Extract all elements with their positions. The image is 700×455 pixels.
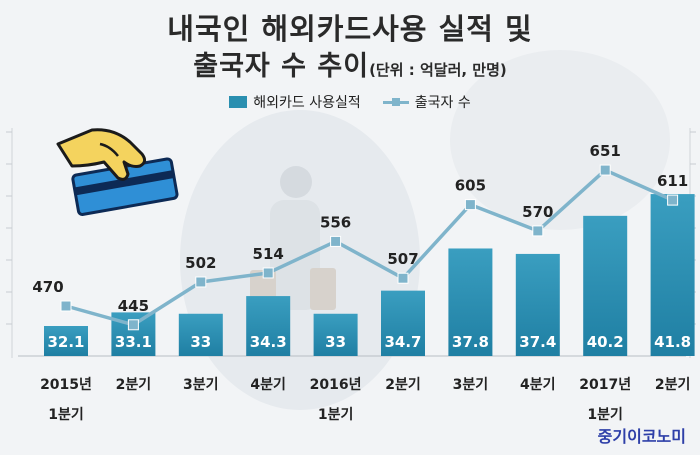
bar-4 [246, 296, 291, 356]
unit-note: (단위 : 억달러, 만명) [369, 61, 507, 79]
bar-5 [313, 313, 358, 356]
line-value-label-9: 651 [590, 142, 621, 160]
bar-value-label-3: 33 [190, 333, 211, 351]
bar-3 [178, 313, 223, 356]
legend-bar-swatch [229, 96, 248, 108]
line-value-label-7: 605 [455, 177, 486, 195]
chart-title-line1: 내국인 해외카드사용 실적 및 [167, 12, 533, 46]
line-value-label-4: 514 [253, 245, 284, 263]
x-tick-label-1-line2: 1분기 [48, 407, 84, 423]
line-value-label-3: 502 [185, 254, 216, 272]
bar-value-label-1: 32.1 [47, 333, 84, 351]
line-point-10 [667, 194, 679, 206]
bar-10 [650, 194, 695, 356]
bar-1 [44, 326, 88, 356]
bar-value-label-4: 34.3 [250, 333, 287, 351]
legend-line-swatch [382, 96, 409, 108]
bar-8 [515, 253, 560, 356]
credit-card-hand-icon [56, 128, 179, 216]
x-tick-label-4: 4분기 [250, 377, 286, 393]
chart-title-main: 출국자 수 추이 [193, 51, 370, 82]
bar-value-label-8: 37.4 [519, 333, 556, 351]
x-tick-label-8: 4분기 [520, 377, 556, 393]
chart-title-line2: 출국자 수 추이(단위 : 억달러, 만명) [0, 44, 700, 83]
bar-value-label-6: 34.7 [384, 333, 421, 351]
x-tick-label-2: 2분기 [115, 377, 152, 393]
x-tick-label-1-line1: 2015년 [40, 377, 92, 393]
legend-line-label: 출국자 수 [414, 95, 471, 111]
x-tick-label-7: 3분기 [452, 377, 489, 393]
x-tick-label-5-line2: 1분기 [317, 407, 354, 423]
line-value-label-1: 470 [32, 278, 63, 296]
line-value-label-10: 611 [657, 172, 688, 190]
x-tick-label-6: 2분기 [385, 377, 421, 393]
line-point-5 [330, 235, 342, 247]
line-point-9 [599, 164, 611, 176]
line-value-label-5: 556 [320, 213, 351, 231]
line-value-label-2: 445 [118, 297, 149, 315]
legend-bar-label: 해외카드 사용실적 [253, 95, 361, 111]
bar-7 [448, 248, 493, 356]
x-tick-label-9-line1: 2017년 [579, 377, 632, 393]
bar-value-label-2: 33.1 [115, 333, 152, 351]
bar-value-label-10: 41.8 [654, 333, 691, 351]
line-point-6 [397, 272, 409, 284]
line-value-label-6: 507 [387, 250, 418, 268]
x-tick-label-10: 2분기 [654, 377, 691, 393]
bar-value-label-5: 33 [325, 333, 346, 351]
legend: 해외카드 사용실적 출국자 수 [0, 92, 700, 112]
line-point-7 [464, 199, 476, 211]
legend-item-line: 출국자 수 [382, 92, 471, 112]
line-point-8 [532, 225, 544, 237]
x-tick-label-5-line1: 2016년 [309, 377, 362, 393]
line-point-4 [262, 267, 274, 279]
bar-value-label-9: 40.2 [587, 333, 624, 351]
legend-item-bars: 해외카드 사용실적 [229, 92, 361, 112]
x-tick-label-3: 3분기 [183, 377, 219, 393]
bar-6 [381, 290, 425, 356]
line-value-label-8: 570 [522, 203, 553, 221]
brand-logo-text: 중기이코노미 [597, 427, 686, 446]
line-point-1 [60, 300, 72, 312]
x-tick-label-9-line2: 1분기 [587, 407, 623, 423]
line-series-departures [65, 168, 674, 327]
line-point-3 [195, 276, 207, 288]
bar-9 [583, 215, 628, 356]
bar-value-label-7: 37.8 [452, 333, 489, 351]
line-point-2 [127, 319, 139, 331]
